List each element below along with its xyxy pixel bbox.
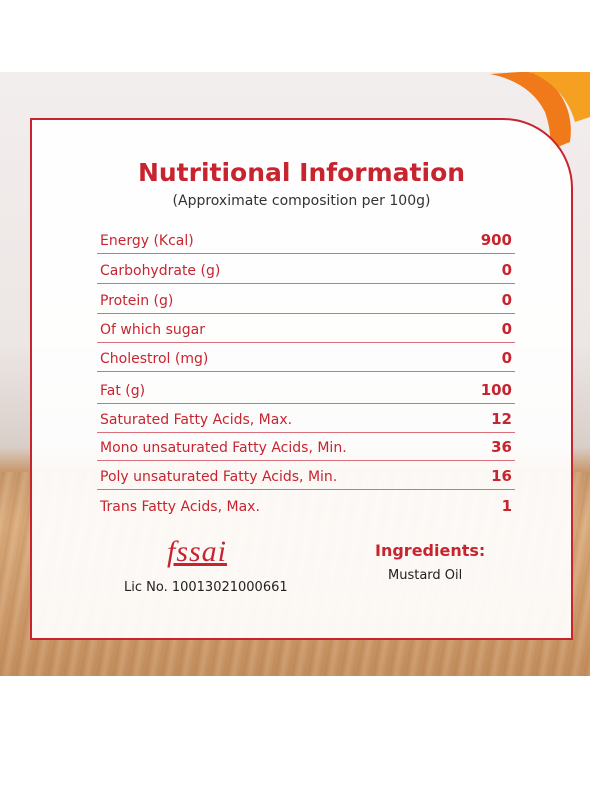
- nutrient-name: Cholestrol (mg): [100, 351, 209, 367]
- subtitle: (Approximate composition per 100g): [172, 193, 431, 209]
- fssai-logo: fssai: [167, 535, 228, 568]
- nutrient-name: Trans Fatty Acids, Max.: [100, 499, 260, 515]
- ingredients-text: Mustard Oil: [388, 568, 463, 583]
- nutrient-name: Saturated Fatty Acids, Max.: [100, 412, 293, 428]
- nutrient-name: Poly unsaturated Fatty Acids, Min.: [100, 469, 338, 485]
- nutrient-value: 36: [491, 438, 512, 456]
- ingredients-heading: Ingredients:: [375, 541, 486, 560]
- table-row: Of which sugar 0: [97, 315, 515, 343]
- table-row: Mono unsaturated Fatty Acids, Min. 36: [97, 433, 515, 461]
- nutrient-value: 900: [480, 231, 512, 249]
- nutrient-name: Energy (Kcal): [100, 233, 194, 249]
- table-row: Poly unsaturated Fatty Acids, Min. 16: [97, 462, 515, 490]
- orange-swirl: [490, 72, 590, 150]
- nutrient-name: Mono unsaturated Fatty Acids, Min.: [100, 440, 347, 456]
- nutrient-name: Protein (g): [100, 293, 174, 309]
- nutrient-name: Fat (g): [100, 383, 146, 399]
- table-row: Carbohydrate (g) 0: [97, 256, 515, 284]
- nutrient-value: 16: [491, 467, 512, 485]
- nutrition-card: Nutritional Information (Approximate com…: [30, 118, 573, 640]
- table-row: Saturated Fatty Acids, Max. 12: [97, 405, 515, 433]
- nutrient-value: 12: [491, 410, 512, 428]
- nutrient-value: 0: [501, 320, 512, 338]
- nutrient-value: 100: [480, 381, 512, 399]
- nutrient-value: 0: [501, 349, 512, 367]
- table-row: Cholestrol (mg) 0: [97, 344, 515, 372]
- nutrient-value: 0: [501, 291, 512, 309]
- table-row: Trans Fatty Acids, Max. 1: [97, 491, 515, 519]
- title: Nutritional Information: [137, 158, 466, 187]
- nutrient-value: 1: [501, 497, 512, 515]
- nutrient-value: 0: [501, 261, 512, 279]
- table-row: Protein (g) 0: [97, 286, 515, 314]
- table-row: Fat (g) 100: [97, 376, 515, 404]
- license-number: Lic No. 10013021000661: [124, 580, 288, 595]
- table-row: Energy (Kcal) 900: [97, 226, 515, 254]
- nutrient-name: Carbohydrate (g): [100, 263, 221, 279]
- nutrient-name: Of which sugar: [100, 322, 206, 338]
